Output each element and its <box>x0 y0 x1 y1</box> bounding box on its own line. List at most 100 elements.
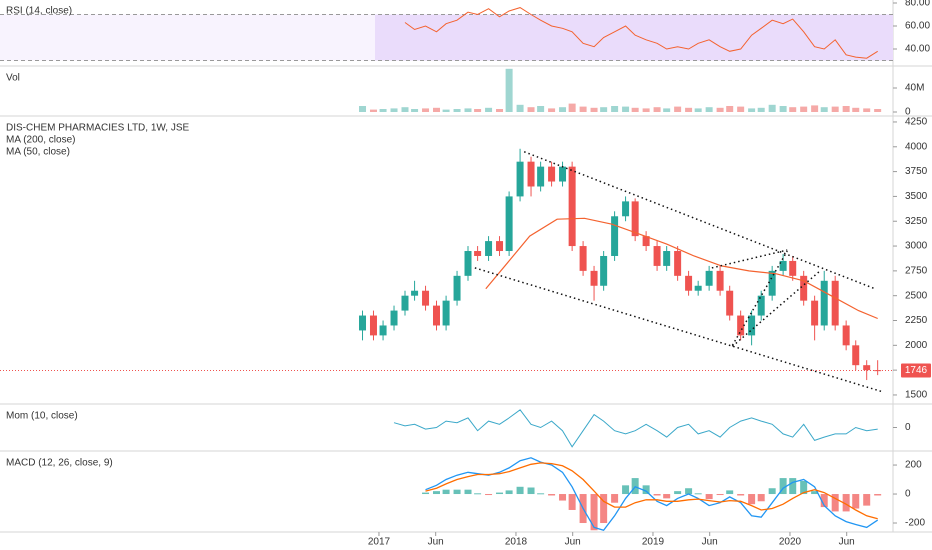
candle-body <box>716 270 724 291</box>
macd-histogram-bar <box>622 485 630 495</box>
macd-histogram-bar <box>653 494 661 496</box>
y-tick-label: 4000 <box>905 141 928 152</box>
candle-body <box>622 201 630 217</box>
candle-body <box>568 166 576 247</box>
macd-histogram-bar <box>831 494 839 512</box>
volume-bar <box>496 109 504 112</box>
trendline <box>523 151 876 290</box>
macd-histogram-bar <box>527 487 535 495</box>
candle-body <box>369 315 377 336</box>
candle-body <box>579 246 587 271</box>
macd-histogram-bar <box>474 493 482 495</box>
candle-body <box>390 310 398 326</box>
volume-bar <box>474 109 482 112</box>
x-tick-label: 2020 <box>779 537 802 548</box>
macd-histogram-bar <box>600 494 608 524</box>
volume-bar <box>600 107 608 112</box>
volume-bar <box>464 108 472 112</box>
macd-histogram-bar <box>768 488 776 495</box>
pane-title: Mom (10, close) <box>6 411 78 422</box>
x-tick-label: 2017 <box>368 537 391 548</box>
volume-bar <box>422 108 430 112</box>
candle-body <box>411 290 419 296</box>
macd-histogram-bar <box>820 494 828 508</box>
candle-body <box>496 241 504 252</box>
macd-histogram-bar <box>422 492 430 495</box>
macd-histogram-bar <box>863 494 871 506</box>
y-tick-label: 3750 <box>905 166 928 177</box>
macd-histogram-bar <box>505 490 513 495</box>
volume-bar <box>485 107 493 112</box>
macd-histogram-bar <box>685 488 693 495</box>
candle-body <box>811 300 819 326</box>
macd-histogram-bar <box>611 494 619 503</box>
macd-histogram-bar <box>590 494 598 531</box>
y-tick-label: 0 <box>905 107 911 118</box>
pane-title: RSI (14, close) <box>6 6 72 17</box>
y-tick-label: 2250 <box>905 315 928 326</box>
pane-title: DIS-CHEM PHARMACIES LTD, 1W, JSE <box>6 123 190 134</box>
volume-bar <box>559 107 567 112</box>
moving-average <box>485 217 878 320</box>
trendline <box>474 267 884 393</box>
macd-line <box>425 462 878 520</box>
volume-bar <box>453 109 461 112</box>
candle-body <box>842 325 850 346</box>
candle-body <box>516 161 524 197</box>
macd-histogram-bar <box>874 494 882 496</box>
candle-body <box>537 166 545 187</box>
rsi-band <box>374 14 893 61</box>
candle-body <box>453 275 461 301</box>
volume-bar <box>527 107 535 112</box>
trendline <box>731 250 788 346</box>
indicator-line <box>393 409 878 448</box>
macd-histogram-bar <box>631 478 639 495</box>
candle-body <box>590 270 598 286</box>
y-tick-label: 4250 <box>905 117 928 128</box>
candle-body <box>663 251 671 266</box>
macd-histogram-bar <box>674 491 682 495</box>
candle-body <box>464 251 472 276</box>
volume-bar <box>789 107 797 112</box>
macd-histogram-bar <box>516 486 524 495</box>
macd-histogram-bar <box>568 494 576 510</box>
volume-bar <box>748 108 756 112</box>
volume-bar <box>568 103 576 112</box>
y-tick-label: 2750 <box>905 266 928 277</box>
y-tick-label: 40M <box>905 83 924 94</box>
volume-bar <box>800 106 808 112</box>
macd-histogram-bar <box>842 494 850 512</box>
volume-bar <box>390 108 398 112</box>
candle-body <box>505 196 513 252</box>
macd-histogram-bar <box>748 494 756 505</box>
volume-bar <box>685 107 693 112</box>
y-tick-label: 0 <box>905 422 911 433</box>
volume-bar <box>674 106 682 112</box>
volume-bar <box>537 106 545 112</box>
legend-entry: MA (50, close) <box>6 147 70 158</box>
candle-body <box>600 255 608 286</box>
y-tick-label: 200 <box>905 460 922 471</box>
macd-histogram-bar <box>705 494 713 500</box>
candle-body <box>694 285 702 291</box>
candle-body <box>422 290 430 306</box>
macd-histogram-bar <box>559 494 567 501</box>
pane-title: MACD (12, 26, close, 9) <box>6 458 113 469</box>
macd-histogram-bar <box>464 489 472 495</box>
y-tick-label: 60.00 <box>905 21 930 32</box>
volume-bar <box>705 107 713 112</box>
volume-bar <box>811 105 819 112</box>
candle-body <box>852 345 860 366</box>
macd-histogram-bar <box>642 485 650 495</box>
volume-bar <box>831 106 839 112</box>
candle-body <box>705 270 713 286</box>
volume-bar <box>874 109 882 112</box>
volume-bar <box>820 107 828 112</box>
trendline <box>731 270 821 347</box>
pane-title: Vol <box>6 73 20 84</box>
y-tick-label: 3250 <box>905 216 928 227</box>
candle-body <box>874 370 882 372</box>
volume-bar <box>653 107 661 112</box>
volume-bar <box>442 109 450 112</box>
macd-histogram-bar <box>789 478 797 495</box>
